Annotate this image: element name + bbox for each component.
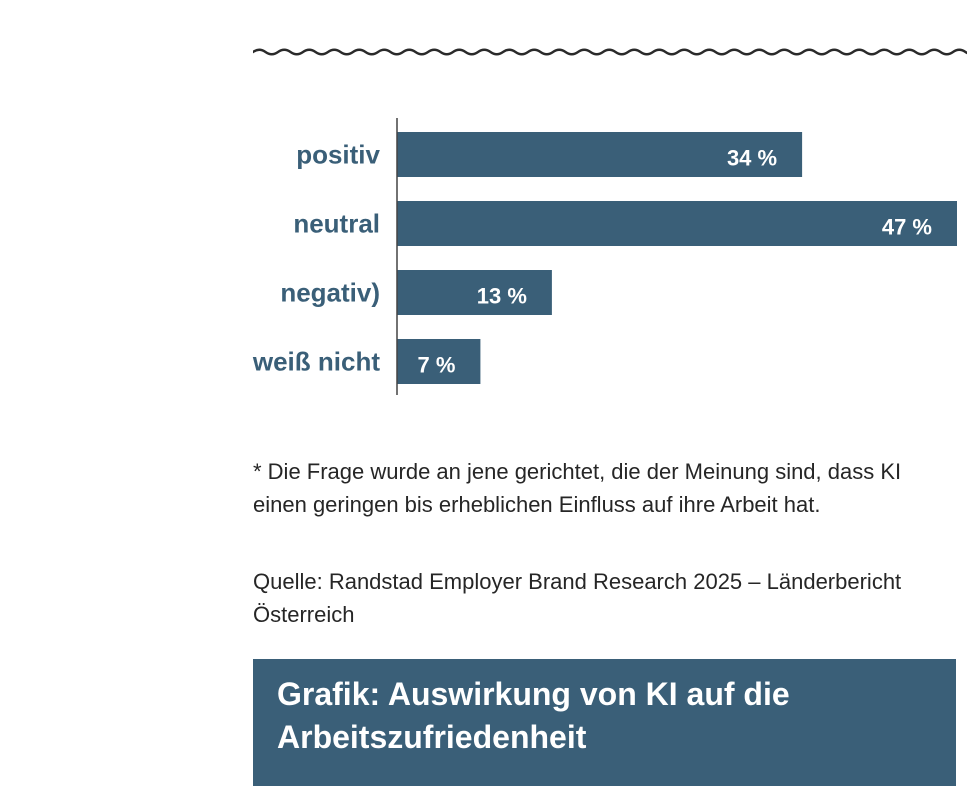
value-label-positiv: 34 %	[727, 146, 777, 171]
title-box: Grafik: Auswirkung von KI auf die Arbeit…	[253, 659, 956, 786]
chart-title: Grafik: Auswirkung von KI auf die Arbeit…	[277, 676, 790, 755]
bar-neutral	[397, 201, 957, 246]
footnote: * Die Frage wurde an jene gerichtet, die…	[253, 459, 902, 517]
category-label-neutral: neutral	[293, 209, 380, 239]
value-label-weiß-nicht: 7 %	[417, 353, 455, 378]
category-label-weiß-nicht: weiß nicht	[252, 347, 380, 377]
source-note: Quelle: Randstad Employer Brand Research…	[253, 569, 902, 627]
wavy-divider	[253, 48, 967, 56]
bar-negativ	[397, 270, 552, 315]
value-label-negativ: 13 %	[477, 284, 527, 309]
bar-positiv	[397, 132, 803, 177]
category-label-positiv: positiv	[296, 140, 380, 170]
bar-chart: positiv 34 % neutral 47 % negativ) 13 % weiß n…	[252, 118, 957, 395]
category-label-negativ: negativ)	[280, 278, 380, 308]
value-label-neutral: 47 %	[882, 215, 932, 240]
bar-weiß-nicht	[397, 339, 481, 384]
